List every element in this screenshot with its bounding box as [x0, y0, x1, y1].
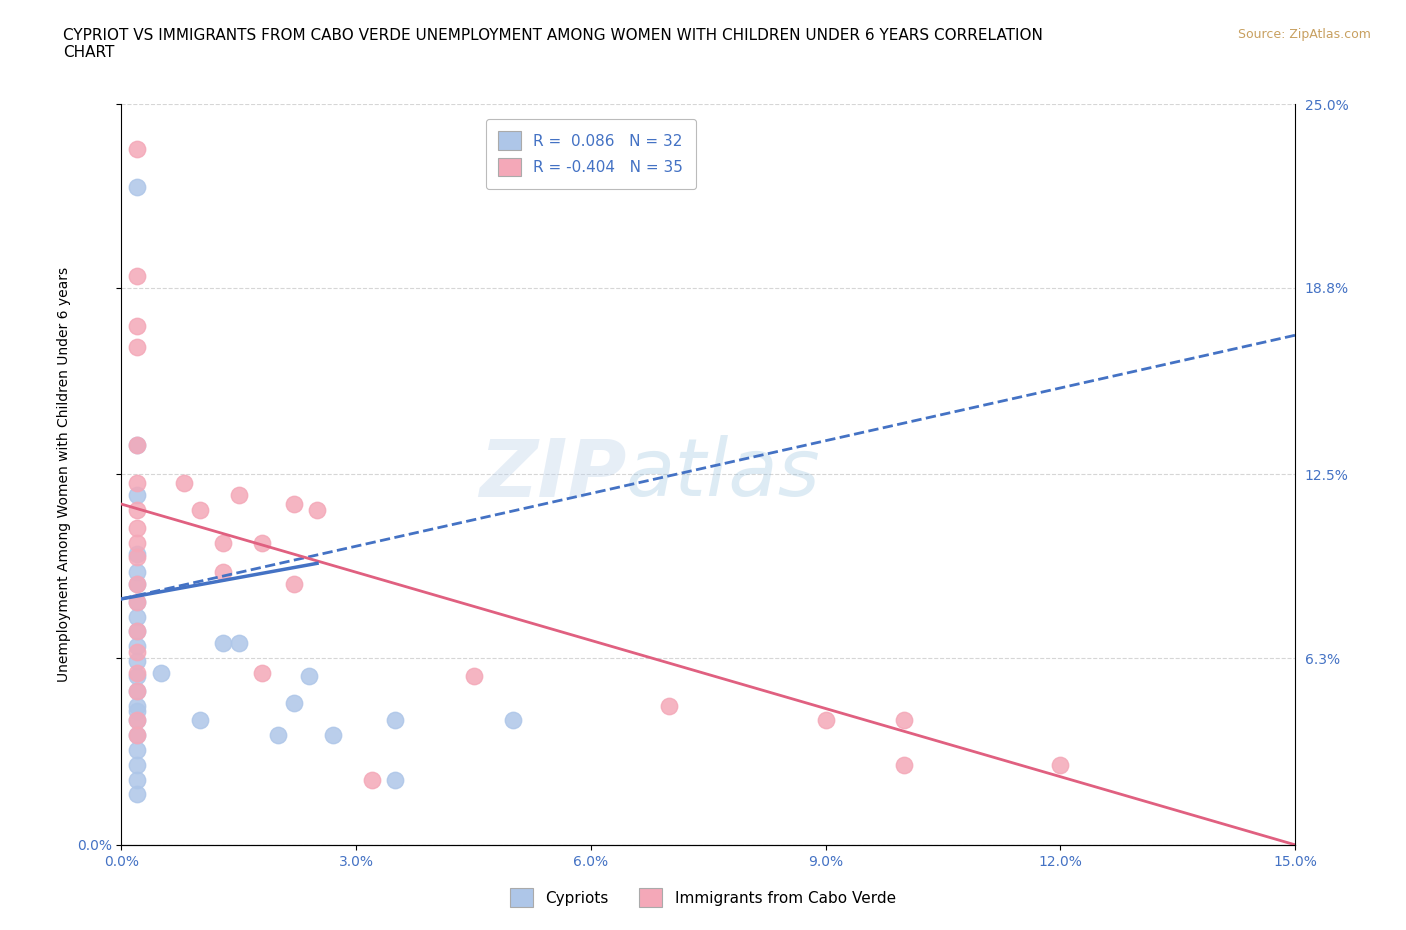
Point	[127, 476, 149, 491]
Point	[127, 684, 149, 698]
Y-axis label: Unemployment Among Women with Children Under 6 years: Unemployment Among Women with Children U…	[58, 267, 72, 682]
Point	[188, 713, 211, 728]
Point	[127, 269, 149, 284]
Point	[127, 728, 149, 743]
Point	[127, 577, 149, 591]
Text: CYPRIOT VS IMMIGRANTS FROM CABO VERDE UNEMPLOYMENT AMONG WOMEN WITH CHILDREN UND: CYPRIOT VS IMMIGRANTS FROM CABO VERDE UN…	[63, 28, 1043, 60]
Point	[127, 547, 149, 562]
Point	[127, 535, 149, 550]
Point	[1049, 757, 1071, 772]
Point	[127, 437, 149, 452]
Point	[127, 437, 149, 452]
Point	[212, 636, 235, 651]
Point	[283, 577, 305, 591]
Point	[283, 497, 305, 512]
Point	[149, 666, 172, 681]
Point	[893, 757, 915, 772]
Point	[127, 669, 149, 684]
Point	[212, 535, 235, 550]
Point	[127, 502, 149, 517]
Point	[283, 695, 305, 710]
Point	[127, 728, 149, 743]
Text: atlas: atlas	[626, 435, 821, 513]
Point	[267, 728, 290, 743]
Point	[384, 713, 406, 728]
Point	[502, 713, 524, 728]
Point	[127, 644, 149, 659]
Point	[127, 577, 149, 591]
Point	[127, 141, 149, 156]
Point	[228, 488, 250, 503]
Point	[252, 535, 274, 550]
Point	[127, 698, 149, 713]
Point	[127, 624, 149, 639]
Point	[127, 639, 149, 654]
Point	[173, 476, 195, 491]
Point	[127, 550, 149, 565]
Point	[127, 488, 149, 503]
Point	[127, 666, 149, 681]
Point	[127, 757, 149, 772]
Point	[127, 684, 149, 698]
Point	[814, 713, 837, 728]
Point	[127, 565, 149, 579]
Point	[127, 609, 149, 624]
Point	[384, 772, 406, 787]
Point	[127, 624, 149, 639]
Point	[127, 319, 149, 334]
Point	[127, 654, 149, 669]
Legend: Cypriots, Immigrants from Cabo Verde: Cypriots, Immigrants from Cabo Verde	[505, 883, 901, 913]
Point	[127, 594, 149, 609]
Point	[127, 339, 149, 354]
Point	[305, 502, 328, 517]
Point	[127, 179, 149, 194]
Point	[893, 713, 915, 728]
Point	[127, 594, 149, 609]
Point	[127, 713, 149, 728]
Point	[127, 787, 149, 802]
Point	[463, 669, 485, 684]
Point	[127, 742, 149, 757]
Point	[228, 636, 250, 651]
Point	[127, 521, 149, 536]
Point	[252, 666, 274, 681]
Point	[298, 669, 321, 684]
Legend: R =  0.086   N = 32, R = -0.404   N = 35: R = 0.086 N = 32, R = -0.404 N = 35	[486, 119, 696, 189]
Point	[188, 502, 211, 517]
Point	[212, 565, 235, 579]
Text: ZIP: ZIP	[478, 435, 626, 513]
Point	[127, 704, 149, 719]
Point	[127, 713, 149, 728]
Point	[322, 728, 344, 743]
Point	[658, 698, 681, 713]
Point	[127, 772, 149, 787]
Text: Source: ZipAtlas.com: Source: ZipAtlas.com	[1237, 28, 1371, 41]
Point	[360, 772, 382, 787]
